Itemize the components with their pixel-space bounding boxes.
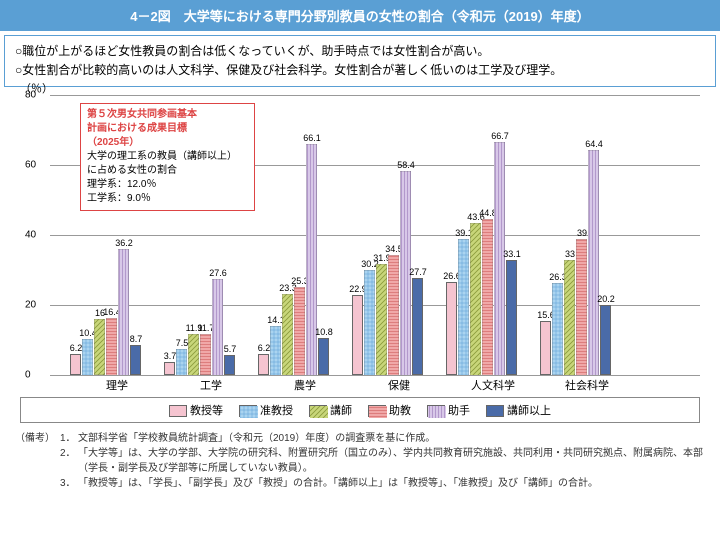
bar-value-label: 27.7 (408, 267, 428, 277)
legend-item: 講師 (309, 402, 352, 418)
bar-value-label: 5.7 (220, 344, 240, 354)
bar (176, 349, 187, 375)
y-tick: 20 (25, 300, 36, 311)
gridline (50, 95, 700, 96)
legend-swatch (169, 405, 187, 417)
bar-value-label: 64.4 (584, 139, 604, 149)
bar (412, 278, 423, 375)
bar (564, 260, 575, 376)
bar (270, 326, 281, 375)
category-label: 社会科学 (540, 377, 634, 393)
legend-label: 准教授 (260, 405, 293, 417)
bar (94, 319, 105, 375)
bar (352, 295, 363, 375)
y-tick: 80 (25, 90, 36, 101)
footnote-row: （備考）1．文部科学省「学校教員統計調査」（令和元（2019）年度）の調査票を基… (15, 431, 705, 446)
y-tick: 0 (25, 370, 31, 381)
summary-box: ○職位が上がるほど女性教員の割合は低くなっていくが、助手時点では女性割合が高い。… (4, 35, 716, 87)
bar-value-label: 36.2 (114, 238, 134, 248)
bar (540, 321, 551, 376)
summary-line-1: ○職位が上がるほど女性教員の割合は低くなっていくが、助手時点では女性割合が高い。 (15, 42, 705, 61)
bar (318, 338, 329, 376)
bar (470, 223, 481, 376)
bar (506, 260, 517, 376)
legend-item: 助教 (368, 402, 411, 418)
gridline (50, 375, 700, 376)
legend-label: 助教 (389, 405, 411, 417)
bar (70, 354, 81, 376)
legend-label: 教授等 (190, 405, 223, 417)
legend-item: 准教授 (239, 402, 293, 418)
category-label: 工学 (164, 377, 258, 393)
bar (552, 283, 563, 375)
bar (364, 270, 375, 376)
footnotes: （備考）1．文部科学省「学校教員統計調査」（令和元（2019）年度）の調査票を基… (15, 431, 705, 491)
chart: （％） 020406080理学6.210.41616.436.28.7工学3.7… (50, 95, 700, 375)
bar (600, 305, 611, 376)
footnote-row: 2．「大学等」は、大学の学部、大学院の研究科、附置研究所（国立のみ）、学内共同教… (15, 446, 705, 476)
summary-line-2: ○女性割合が比較的高いのは人文科学、保健及び社会科学。女性割合が著しく低いのは工… (15, 61, 705, 80)
bar-value-label: 27.6 (208, 268, 228, 278)
bar (482, 219, 493, 376)
legend-swatch (486, 405, 504, 417)
bar (458, 239, 469, 376)
bar-value-label: 66.7 (490, 131, 510, 141)
legend-swatch (427, 405, 445, 417)
bar-value-label: 58.4 (396, 160, 416, 170)
bar (164, 362, 175, 375)
bar (388, 255, 399, 376)
y-tick: 40 (25, 230, 36, 241)
bar (82, 339, 93, 375)
bar (200, 334, 211, 375)
bar-value-label: 20.2 (596, 294, 616, 304)
bar (376, 264, 387, 376)
legend-swatch (239, 405, 257, 417)
bar (130, 345, 141, 375)
bar-value-label: 66.1 (302, 133, 322, 143)
bar (446, 282, 457, 375)
bar (282, 294, 293, 376)
legend-item: 助手 (427, 402, 470, 418)
bar (294, 287, 305, 376)
bar (258, 354, 269, 376)
bar-value-label: 8.7 (126, 334, 146, 344)
legend-label: 講師 (330, 405, 352, 417)
legend: 教授等 准教授 講師 助教 助手 講師以上 (20, 397, 700, 423)
legend-item: 教授等 (169, 402, 223, 418)
bar (188, 334, 199, 376)
category-label: 農学 (258, 377, 352, 393)
category-label: 理学 (70, 377, 164, 393)
category-label: 人文科学 (446, 377, 540, 393)
legend-label: 講師以上 (507, 405, 551, 417)
bar (576, 239, 587, 376)
y-tick: 60 (25, 160, 36, 171)
bar (494, 142, 505, 375)
bar (118, 249, 129, 376)
chart-title: 4－2図 大学等における専門分野別教員の女性の割合（令和元（2019）年度） (0, 0, 720, 31)
bar (224, 355, 235, 375)
footnote-row: 3．「教授等」は、「学長」、「副学長」及び「教授」の合計。「講師以上」は「教授等… (15, 476, 705, 491)
legend-item: 講師以上 (486, 402, 551, 418)
bar (306, 144, 317, 375)
legend-swatch (368, 405, 386, 417)
legend-swatch (309, 405, 327, 417)
bar (588, 150, 599, 375)
category-label: 保健 (352, 377, 446, 393)
target-annotation: 第５次男女共同参画基本 計画における成果目標 （2025年） 大学の理工系の教員… (80, 103, 255, 211)
gridline (50, 235, 700, 236)
legend-label: 助手 (448, 405, 470, 417)
bar-value-label: 10.8 (314, 327, 334, 337)
bar (212, 279, 223, 376)
bar-value-label: 33.1 (502, 249, 522, 259)
bar (106, 318, 117, 375)
